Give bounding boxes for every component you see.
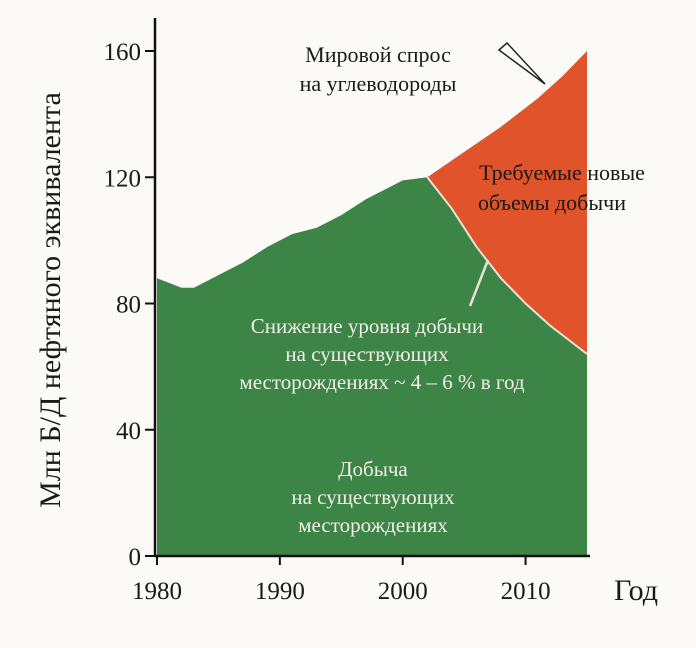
annotation-new-volumes-line2: объемы добычи [478, 190, 626, 215]
ticks: 0 40 80 120 160 1980 1990 2000 2010 [104, 39, 551, 605]
annotation-production-line2: на существующих [291, 485, 455, 509]
annotation-decline-line1: Снижение уровня добычи [251, 314, 483, 338]
area-new-volumes [427, 51, 587, 354]
y-tick-label: 0 [129, 544, 142, 571]
y-tick-label: 160 [104, 39, 142, 66]
x-tick-label: 2000 [378, 578, 428, 605]
y-tick-label: 120 [104, 165, 142, 192]
annotation-decline-pointer [468, 259, 490, 307]
area-production [157, 177, 587, 557]
plot-areas [157, 51, 588, 557]
y-tick-label: 80 [116, 292, 141, 319]
y-tick-label: 40 [116, 418, 141, 445]
annotation-production: Добыча на существующих месторождениях [291, 457, 455, 537]
annotation-demand-line2: на углеводороды [300, 71, 457, 96]
annotation-production-line3: месторождениях [298, 513, 448, 537]
x-tick-label: 2010 [501, 578, 551, 605]
annotation-decline-line2: на существующих [285, 342, 449, 366]
x-tick-label: 1990 [255, 578, 305, 605]
annotation-demand: Мировой спрос на углеводороды [300, 41, 546, 96]
annotation-production-line1: Добыча [338, 457, 408, 481]
annotation-decline-line3: месторождениях ~ 4 – 6 % в год [239, 370, 524, 394]
axes [153, 18, 590, 558]
annotation-new-volumes-line1: Требуемые новые [479, 160, 645, 185]
annotation-demand-pointer [497, 41, 546, 85]
annotation-new-volumes: Требуемые новые объемы добычи [478, 160, 645, 215]
y-axis-title: Млн Б/Д нефтяного эквивалента [34, 92, 67, 508]
x-tick-label: 1980 [132, 578, 182, 605]
x-axis-title: Год [614, 574, 658, 607]
annotation-demand-line1: Мировой спрос [305, 42, 451, 67]
annotation-decline: Снижение уровня добычи на существующих м… [239, 259, 525, 394]
decline-boundary-line [426, 176, 588, 355]
